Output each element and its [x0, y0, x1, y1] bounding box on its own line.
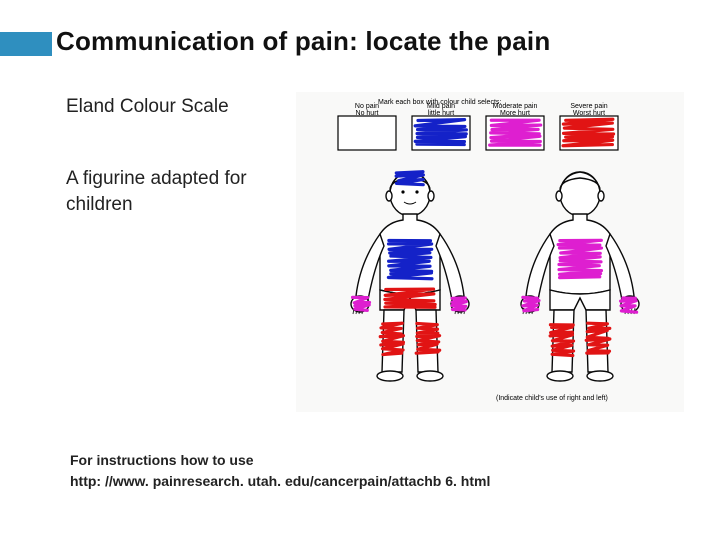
footer-line2: http: //www. painresearch. utah. edu/can… [70, 473, 490, 489]
footer: For instructions how to use http: //www.… [70, 450, 490, 492]
eland-svg: Mark each box with colour child selects:… [296, 92, 684, 412]
svg-text:Severe pain: Severe pain [570, 103, 607, 110]
svg-text:No pain: No pain [355, 103, 379, 110]
page-title: Communication of pain: locate the pain [56, 26, 550, 57]
svg-text:Mild pain: Mild pain [427, 103, 455, 110]
subtitle: Eland Colour Scale [66, 96, 229, 118]
description-line1: A figurine adapted for [66, 168, 247, 189]
footer-line1: For instructions how to use [70, 452, 254, 468]
svg-text:(Indicate child's use of right: (Indicate child's use of right and left) [496, 395, 608, 402]
eland-figure: Mark each box with colour child selects:… [296, 92, 684, 412]
description: A figurine adapted for children [66, 166, 247, 217]
slide: Communication of pain: locate the pain E… [0, 0, 720, 540]
accent-bar [0, 32, 52, 56]
svg-text:Moderate pain: Moderate pain [493, 103, 538, 110]
description-line2: children [66, 194, 133, 215]
